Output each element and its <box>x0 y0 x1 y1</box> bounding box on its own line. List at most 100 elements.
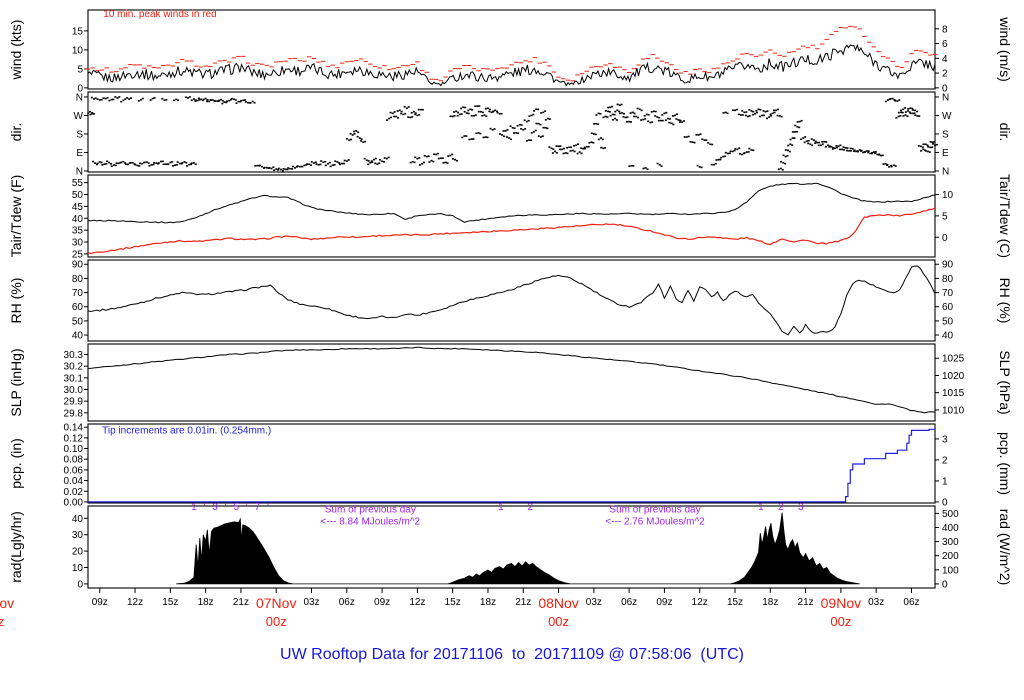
axis-title-right-slp: SLP (hPa) <box>997 350 1013 414</box>
axis-title-right-rad: rad (W/m^2) <box>997 509 1013 586</box>
rh-line <box>87 265 936 336</box>
svg-text:40: 40 <box>72 214 84 225</box>
svg-text:0: 0 <box>942 579 948 590</box>
pcp-tip-note: Tip increments are 0.01in. (0.254mm.) <box>102 426 271 437</box>
x-tick-label: 09z <box>656 597 672 608</box>
svg-text:0: 0 <box>942 233 948 244</box>
svg-text:Sum of previous day: Sum of previous day <box>325 505 416 516</box>
svg-text:40: 40 <box>72 331 84 342</box>
svg-text:S: S <box>76 129 83 140</box>
svg-text:N: N <box>942 166 949 177</box>
x-date-label-hour: 00z <box>266 614 287 629</box>
y-axis-right-rad: 0 100 200 300 400 500 <box>935 509 959 590</box>
svg-text:1025: 1025 <box>942 354 965 365</box>
svg-text:25: 25 <box>72 249 84 260</box>
rad-hour-marks: 1 ' 3 ' 5 ' 7 ' 1 2 1 2 3 <box>191 502 804 513</box>
y-axis-right-slp: 1010 1015 1020 1025 <box>935 354 965 416</box>
svg-text:': ' <box>204 502 206 513</box>
svg-text:1010: 1010 <box>942 405 965 416</box>
svg-text:60: 60 <box>942 302 954 313</box>
svg-text:50: 50 <box>942 316 954 327</box>
svg-text:30: 30 <box>72 238 84 249</box>
svg-text:1: 1 <box>942 476 948 487</box>
dir-scatter <box>87 96 938 172</box>
svg-text:0.12: 0.12 <box>64 433 84 444</box>
panel-rad-box <box>87 505 936 589</box>
svg-text:200: 200 <box>942 551 959 562</box>
svg-text:<--- 8.84 MJoules/m^2: <--- 8.84 MJoules/m^2 <box>321 517 421 528</box>
x-tick-label: 15z <box>727 597 743 608</box>
svg-text:30.2: 30.2 <box>64 362 84 373</box>
y-axis-right-wind: 0 2 4 6 8 <box>935 24 948 94</box>
x-tick-label: 18z <box>480 597 496 608</box>
panel-wind: 0 5 10 15 0 2 4 6 8 wind (kts) wind (m/s) 10 min. p… <box>8 9 1013 94</box>
svg-text:30.0: 30.0 <box>64 385 84 396</box>
svg-text:': ' <box>267 502 269 513</box>
x-tick-label: 15z <box>445 597 461 608</box>
svg-text:7: 7 <box>255 502 261 513</box>
axis-title-right-tair: Tair/Tdew (C) <box>997 174 1013 258</box>
axis-title-right-rh: RH (%) <box>997 278 1013 324</box>
rad-sum-annotation-2: Sum of previous day<--- 2.76 MJoules/m^2 <box>605 505 705 528</box>
svg-text:70: 70 <box>72 288 84 299</box>
svg-text:': ' <box>246 502 248 513</box>
svg-text:3: 3 <box>798 502 804 513</box>
panel-rh: 40 50 60 70 80 90 40 50 60 70 80 90 RH (%) RH (%) <box>8 259 1013 342</box>
svg-text:Sum of previous day: Sum of previous day <box>609 505 700 516</box>
x-tick-label: 09z <box>92 597 108 608</box>
svg-text:5: 5 <box>233 502 239 513</box>
svg-text:0.00: 0.00 <box>64 497 84 508</box>
svg-text:45: 45 <box>72 202 84 213</box>
svg-text:15: 15 <box>72 26 84 37</box>
svg-text:500: 500 <box>942 509 959 520</box>
axis-title-left-slp: SLP (inHg) <box>8 348 24 416</box>
svg-text:8: 8 <box>942 24 948 35</box>
svg-text:4: 4 <box>942 54 948 65</box>
axis-title-right-pcp: pcp. (mm) <box>997 432 1013 495</box>
y-axis-right-pcp: 0 1 2 3 <box>935 434 948 508</box>
svg-text:400: 400 <box>942 523 959 534</box>
x-tick-label: 03z <box>586 597 602 608</box>
x-tick-label: 12z <box>692 597 708 608</box>
x-date-label-hour: 00z <box>0 614 4 629</box>
svg-text:': ' <box>225 502 227 513</box>
svg-text:1020: 1020 <box>942 371 965 382</box>
svg-text:0.08: 0.08 <box>64 455 84 466</box>
svg-text:N: N <box>942 92 949 103</box>
y-axis-left-slp: 29.829.930.030.130.230.3 <box>64 350 88 419</box>
panel-slp-box <box>87 343 936 422</box>
svg-text:<--- 2.76 MJoules/m^2: <--- 2.76 MJoules/m^2 <box>605 517 705 528</box>
svg-text:E: E <box>76 148 83 159</box>
svg-text:1: 1 <box>758 502 764 513</box>
panel-rh-box <box>87 259 936 342</box>
svg-text:2: 2 <box>528 502 534 513</box>
svg-text:3: 3 <box>942 434 948 445</box>
svg-text:80: 80 <box>72 274 84 285</box>
svg-text:100: 100 <box>942 565 959 576</box>
x-axis: 09z 12z 15z 18z 21z 07Nov 00z 03z 06z 09z 12z 15z 18… <box>0 588 920 629</box>
x-tick-label: 21z <box>515 597 531 608</box>
svg-text:30.3: 30.3 <box>64 350 84 361</box>
pcp-step-line <box>88 428 935 503</box>
x-tick-label: 03z <box>303 597 319 608</box>
svg-text:80: 80 <box>942 274 954 285</box>
svg-text:0.04: 0.04 <box>64 476 84 487</box>
svg-text:2: 2 <box>778 502 784 513</box>
svg-text:6: 6 <box>942 39 948 50</box>
x-date-label: 08Nov <box>538 595 578 611</box>
y-axis-right-tair: 0 5 10 <box>935 190 954 244</box>
svg-text:300: 300 <box>942 537 959 548</box>
svg-text:W: W <box>74 111 84 122</box>
svg-text:90: 90 <box>942 260 954 271</box>
tair-line <box>87 182 936 224</box>
panel-pcp-box <box>87 423 936 504</box>
y-axis-right-rh: 40 50 60 70 80 90 <box>935 260 954 342</box>
svg-text:0.02: 0.02 <box>64 487 84 498</box>
svg-text:0.06: 0.06 <box>64 465 84 476</box>
